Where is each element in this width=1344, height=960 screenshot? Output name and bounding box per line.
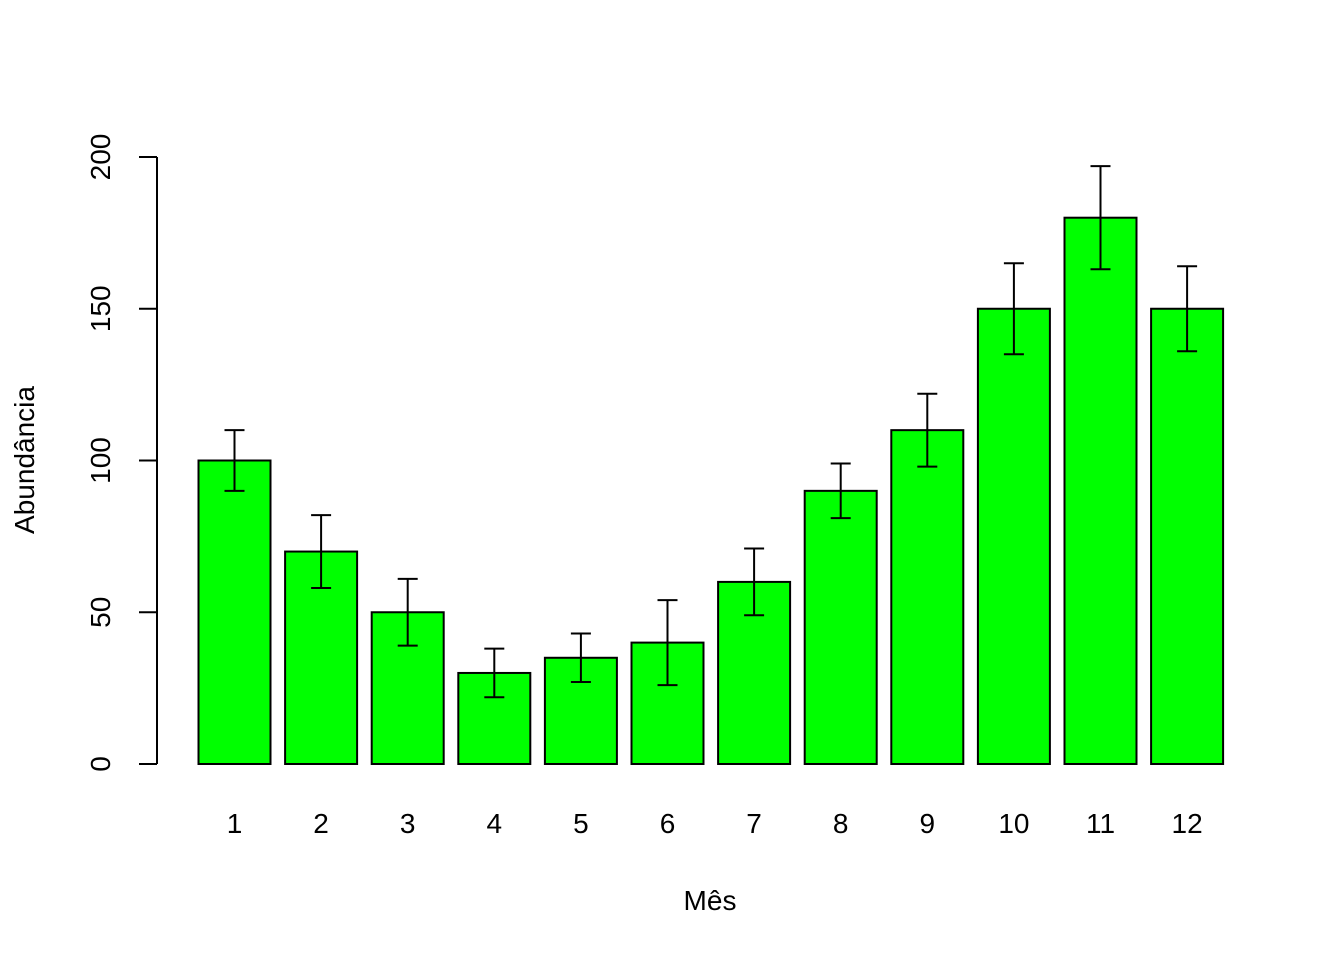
bar [803, 489, 878, 765]
bar [976, 307, 1051, 765]
error-bar [311, 514, 332, 589]
x-tick-label: 10 [998, 808, 1029, 839]
error-bars-group [224, 165, 1198, 699]
y-axis-title: Abundância [9, 386, 40, 534]
x-tick-label: 6 [660, 808, 676, 839]
y-axis: 0 50 100 150 200 [85, 134, 158, 772]
error-bar [657, 599, 678, 687]
error-bar [570, 632, 591, 684]
x-tick-label: 7 [746, 808, 762, 839]
x-tick-label: 8 [833, 808, 849, 839]
error-bar [484, 647, 505, 699]
y-tick-label: 0 [85, 756, 116, 772]
y-tick-label: 200 [85, 134, 116, 181]
error-bar [830, 462, 851, 520]
y-tick-label: 100 [85, 437, 116, 484]
bar [1150, 307, 1225, 765]
x-tick-label: 5 [573, 808, 589, 839]
error-bar [1003, 262, 1024, 356]
x-tick-label: 12 [1172, 808, 1203, 839]
error-bar [1090, 165, 1111, 271]
x-tick-label: 2 [313, 808, 329, 839]
error-bar [1177, 265, 1198, 353]
x-axis-title: Mês [684, 885, 737, 916]
error-bar [224, 429, 245, 492]
bar [890, 429, 965, 765]
bars-group [197, 216, 1225, 766]
error-bar [397, 577, 418, 647]
y-tick-label: 50 [85, 597, 116, 628]
x-tick-label: 1 [227, 808, 243, 839]
x-tick-label: 9 [920, 808, 936, 839]
y-tick-label: 150 [85, 285, 116, 332]
error-bar [917, 392, 938, 468]
x-tick-label: 11 [1086, 808, 1115, 839]
error-bar [744, 547, 765, 617]
x-tick-labels: 1 2 3 4 5 6 7 8 9 10 11 12 [227, 808, 1203, 839]
x-tick-label: 3 [400, 808, 416, 839]
bar [197, 459, 272, 765]
x-tick-label: 4 [487, 808, 503, 839]
bar [1063, 216, 1138, 765]
